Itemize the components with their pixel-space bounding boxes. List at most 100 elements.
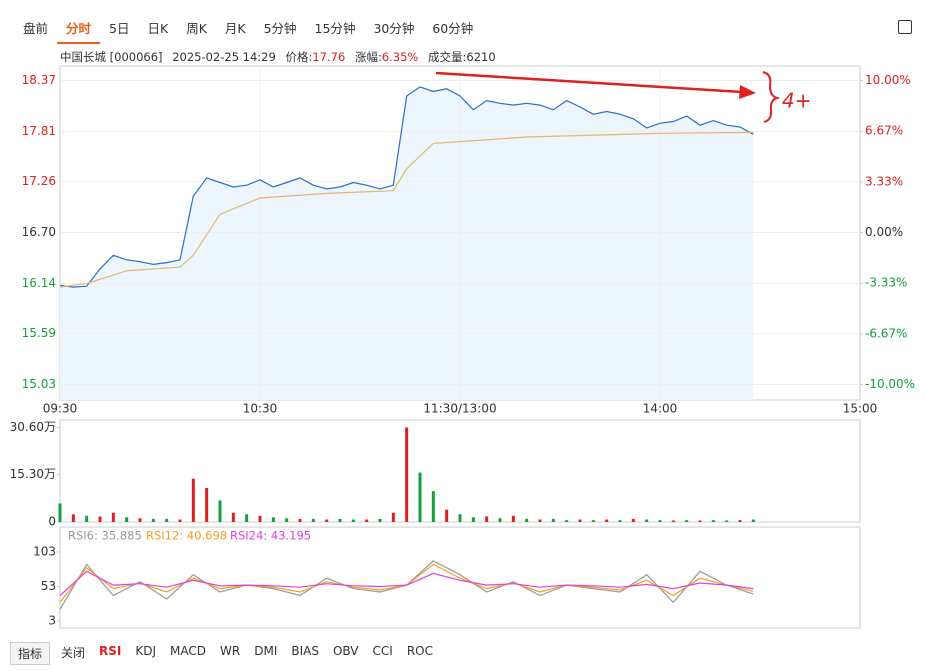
change: 6.35% [381,50,419,64]
y2-tick-label: 10.00% [865,73,911,87]
volume-bar [85,515,89,522]
x-tick-label: 14:00 [643,402,678,416]
volume-bar [565,520,569,522]
volume-bar [391,512,395,522]
volume-bar [738,520,742,522]
x-tick-label: 15:00 [843,402,878,416]
legend-entry: RSI6: 35.885 [68,529,142,543]
volume: 成交量:6210 [428,50,496,64]
plot-frame [59,419,861,523]
volume-bar [338,518,342,522]
price-label: 价格: [285,50,313,64]
y-tick-label: 103 [33,544,56,558]
y-tick-label: 15.30万 [10,467,56,481]
tab[interactable]: 盘前 [23,21,49,36]
volume-bar [191,478,195,522]
volume-bar [271,517,275,522]
volume-bar [58,503,62,522]
stock-name: 中国长城 [000066] [60,50,163,64]
volume-bar [178,519,182,522]
annotation-brace [762,71,781,123]
tab[interactable]: 关闭 [61,646,86,660]
tab[interactable]: 30分钟 [373,21,415,36]
y-tick-label: 53 [41,579,56,593]
price: 17.76 [312,50,346,64]
arrow-head [739,85,756,99]
time: 2025-02-25 14:29 [172,50,276,64]
y2-tick-label: 6.67% [865,124,903,138]
tab[interactable]: 周K [186,21,207,36]
volume-bar [351,519,355,522]
x-tick-label: 11:30/13:00 [423,402,496,416]
legend-entry: RSI24: 43.195 [230,529,311,543]
volume-bar [538,519,542,522]
annotation: 4+ [782,89,811,113]
tab[interactable]: 5分钟 [263,21,297,36]
info-bar: 中国长城 [000066] 2025-02-25 14:29 价格:17.76 … [60,49,502,65]
legend-entry: RSI12: 40.698 [146,529,227,543]
tab[interactable]: CCI [372,644,393,658]
volume-bar [618,520,622,522]
volume-bar [311,518,315,522]
volume-bar [431,491,435,522]
tab[interactable]: 月K [224,21,246,36]
volume-bar [698,520,702,522]
tab[interactable]: DMI [254,644,278,658]
y-tick-label: 3 [48,614,56,628]
annotation-arrow [435,71,743,94]
y2-tick-label: 0.00% [865,225,903,239]
volume-bar [71,514,75,522]
volume-bar [231,512,235,522]
volume-bar [711,520,715,522]
tab[interactable]: 指标 [10,642,51,665]
volume-bar [631,518,635,522]
volume-bar [578,519,582,522]
rsi-line [59,570,754,596]
plot-frame [59,526,861,629]
volume-bar [725,520,729,522]
x-tick-label: 10:30 [243,402,278,416]
tab[interactable]: MACD [170,644,207,658]
volume-bar [245,514,249,522]
tab[interactable]: BIAS [291,644,319,658]
indicator-tabs: 指标 关闭 RSI KDJ MACD WR DMI BIAS OBV CCI R… [10,642,440,665]
tab[interactable]: ROC [406,644,433,658]
y-tick-label: 17.26 [22,174,56,188]
volume-bar [258,515,262,522]
y-tick-label: 15.59 [22,326,56,340]
volume-bar [165,518,169,522]
y-tick-label: 15.03 [22,377,56,391]
volume-bar [405,427,409,522]
tab[interactable]: OBV [332,644,359,658]
volume-bar [205,488,209,522]
y2-tick-label: -6.67% [865,326,907,340]
y2-tick-label: -3.33% [865,276,907,290]
tab[interactable]: 60分钟 [432,21,474,36]
volume-bar [151,518,155,522]
tab[interactable]: 15分钟 [314,21,356,36]
period-tabs: 盘前 分时 5日 日K 周K 月K 5分钟 15分钟 30分钟 60分钟 [14,16,482,44]
tab[interactable]: 日K [147,21,169,36]
volume-bar [511,515,515,522]
volume-bar [138,518,142,522]
volume-bar [418,472,422,522]
volume-bar [485,516,489,522]
tab[interactable]: 分时 [57,16,101,44]
y2-tick-label: 3.33% [865,174,903,188]
volume-bar [591,520,595,522]
y-tick-label: 30.60万 [10,420,56,434]
tab[interactable]: WR [220,644,241,658]
tab[interactable]: 5日 [109,21,130,36]
tab[interactable]: KDJ [135,644,157,658]
volume-bar [751,519,755,522]
volume-bar [298,518,302,522]
y2-tick-label: -10.00% [865,377,915,391]
volume-bar [125,517,129,522]
price-line [59,131,754,288]
volume-bar [365,519,369,522]
volume-bar [218,500,222,522]
tab[interactable]: RSI [99,644,122,658]
price-area [60,86,754,401]
fullscreen-button[interactable] [898,20,912,34]
